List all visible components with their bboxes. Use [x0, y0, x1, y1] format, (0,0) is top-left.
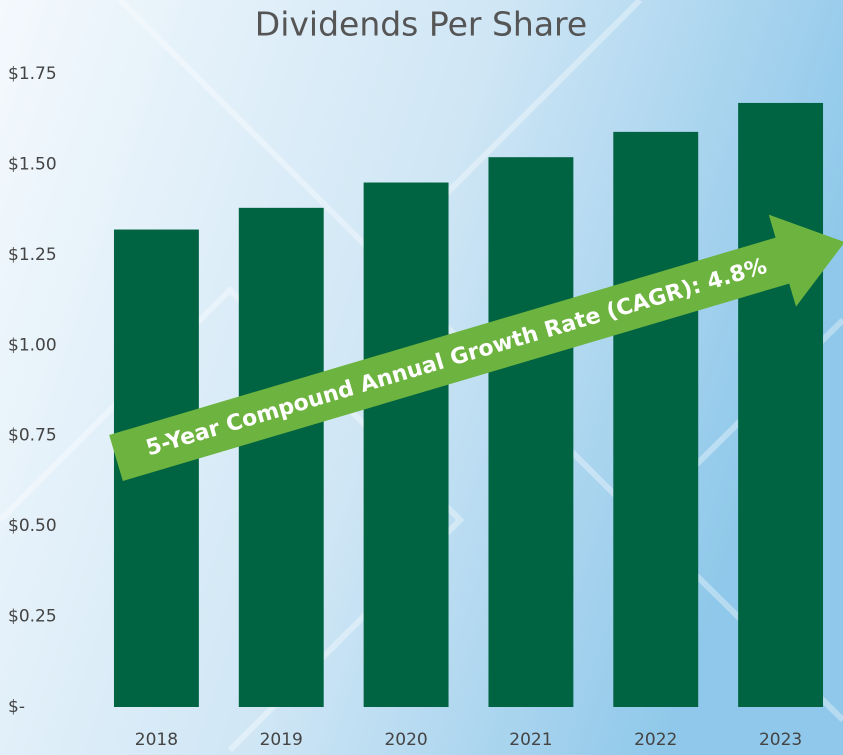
y-tick-label: $1.75	[8, 64, 57, 84]
y-tick-label: $0.25	[8, 607, 57, 627]
bar	[613, 131, 699, 708]
bar	[738, 102, 824, 708]
x-tick-label: 2018	[135, 730, 178, 750]
y-tick-label: $1.50	[8, 154, 57, 174]
plot-area: $- $0.25 $0.50 $0.75 $1.00 $1.25 $1.50 $1.75 201…	[8, 64, 824, 750]
y-tick-label: $-	[8, 697, 25, 717]
bar	[238, 207, 324, 707]
x-tick-label: 2023	[759, 730, 802, 750]
x-tick-label: 2021	[509, 730, 552, 750]
y-tick-label: $1.00	[8, 335, 57, 355]
y-tick-label: $1.25	[8, 245, 57, 265]
x-tick-label: 2019	[260, 730, 303, 750]
bar	[488, 157, 574, 708]
x-tick-label: 2020	[384, 730, 427, 750]
bar	[363, 182, 449, 707]
x-tick-label: 2022	[634, 730, 677, 750]
y-tick-label: $0.50	[8, 516, 57, 536]
arrow-shape	[109, 214, 843, 482]
chart-title: Dividends Per Share	[255, 5, 587, 44]
y-tick-label: $0.75	[8, 426, 57, 446]
